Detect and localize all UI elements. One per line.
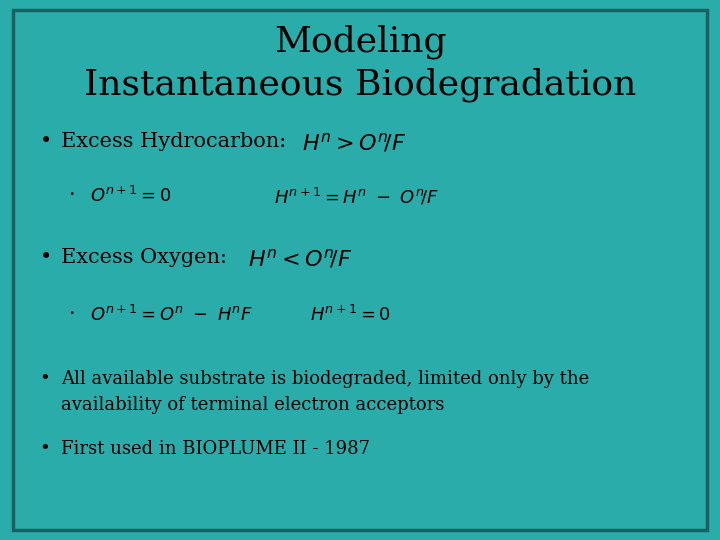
Text: First used in BIOPLUME II - 1987: First used in BIOPLUME II - 1987 [61,440,370,458]
Text: $\it{O}^{n+1} = \it{O}^n\mathrm{\ -\ }\it{H}^n\it{F}$: $\it{O}^{n+1} = \it{O}^n\mathrm{\ -\ }\i… [90,305,253,325]
Text: •: • [40,248,52,267]
Text: ·: · [68,305,75,324]
Text: $\it{H}^n > \it{O}^n\!/\it{F}$: $\it{H}^n > \it{O}^n\!/\it{F}$ [302,132,407,156]
Text: $\it{H}^{n+1} = \it{H}^n\mathrm{\ -\ }\it{O}^n\!/\it{F}$: $\it{H}^{n+1} = \it{H}^n\mathrm{\ -\ }\i… [274,186,439,207]
Text: $\it{H}^n < \it{O}^n\!/\it{F}$: $\it{H}^n < \it{O}^n\!/\it{F}$ [248,248,353,272]
Text: Instantaneous Biodegradation: Instantaneous Biodegradation [84,68,636,102]
Text: •: • [40,132,52,151]
Text: $\it{H}^{n+1} = 0$: $\it{H}^{n+1} = 0$ [310,305,390,325]
Text: Modeling: Modeling [274,24,446,59]
Text: •: • [40,370,50,388]
Text: ·: · [68,186,75,205]
Text: $\it{O}^{n+1} = 0$: $\it{O}^{n+1} = 0$ [90,186,171,206]
FancyBboxPatch shape [13,10,707,530]
Text: Excess Oxygen:: Excess Oxygen: [61,248,234,267]
Text: Excess Hydrocarbon:: Excess Hydrocarbon: [61,132,300,151]
Text: All available substrate is biodegraded, limited only by the
availability of term: All available substrate is biodegraded, … [61,370,590,414]
Text: •: • [40,440,50,458]
